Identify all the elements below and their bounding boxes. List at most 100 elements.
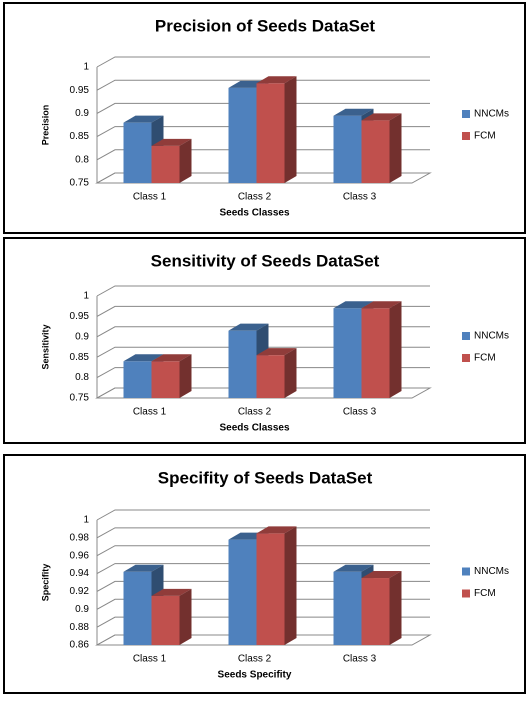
bar-front: [333, 115, 362, 183]
y-tick-label: 1: [83, 62, 89, 73]
grid-line: [96, 509, 430, 521]
y-tick-label: 0.95: [70, 311, 90, 322]
legend-swatch: [462, 132, 470, 140]
grid-line: [96, 563, 430, 575]
y-tick-label: 0.92: [70, 586, 90, 597]
bar-side: [179, 588, 192, 645]
x-tick-label: Class 2: [238, 654, 272, 665]
legend-label: FCM: [474, 131, 496, 142]
bar-top: [228, 323, 269, 331]
chart: Sensitivity of Seeds DataSet 0.75 0.8 0.85 0…: [3, 237, 526, 444]
bar-front: [151, 361, 180, 398]
bar-front: [228, 87, 257, 183]
y-tick-label: 0.94: [70, 568, 90, 579]
grid-line: [96, 367, 430, 379]
bar-top: [151, 138, 192, 146]
bar-front: [333, 308, 362, 398]
y-tick-label: 0.8: [75, 154, 89, 165]
bar-top: [256, 526, 297, 534]
bar-front: [333, 571, 362, 645]
chart: Precision of Seeds DataSet 0.75 0.8 0.85 0.9…: [3, 2, 526, 234]
bar-side: [284, 348, 297, 398]
bar-front: [256, 533, 285, 645]
legend-label: NNCMs: [474, 566, 509, 577]
grid-line: [96, 56, 430, 68]
bar-front: [151, 145, 180, 183]
bar-top: [361, 301, 402, 309]
y-axis-title: Specifity: [40, 564, 50, 602]
bar-side: [389, 113, 402, 183]
bar-top: [333, 108, 374, 116]
y-tick-label: 0.85: [70, 131, 90, 142]
grid-line: [96, 527, 430, 539]
bar-front: [361, 120, 390, 183]
y-axis-title: Precision: [40, 105, 50, 146]
x-tick-label: Class 1: [133, 192, 167, 203]
grid-line: [96, 285, 430, 297]
bar-side: [389, 301, 402, 398]
grid-line: [96, 545, 430, 557]
bar-front: [256, 83, 285, 183]
legend-swatch: [462, 354, 470, 362]
bar-top: [123, 354, 164, 362]
bar: [151, 588, 192, 645]
y-tick-label: 0.9: [75, 108, 89, 119]
bar: [228, 323, 269, 398]
bar-top: [123, 115, 164, 123]
grid-line: [96, 634, 430, 646]
y-tick-label: 0.95: [70, 85, 90, 96]
y-tick-label: 0.96: [70, 550, 90, 561]
bar: [361, 571, 402, 645]
chart-title: Precision of Seeds DataSet: [155, 16, 375, 35]
bar: [256, 526, 297, 645]
bar-front: [256, 355, 285, 398]
x-axis-title: Seeds Classes: [219, 208, 289, 219]
bar-side: [284, 526, 297, 645]
bar-front: [228, 330, 257, 398]
bar-top: [123, 564, 164, 572]
y-tick-label: 0.9: [75, 331, 89, 342]
legend-label: FCM: [474, 588, 496, 599]
x-tick-label: Class 2: [238, 407, 272, 418]
x-axis-title: Seeds Classes: [219, 423, 289, 434]
x-tick-label: Class 3: [343, 407, 377, 418]
bar: [256, 76, 297, 183]
bar: [361, 113, 402, 183]
chart: Specifity of Seeds DataSet 0.86 0.88 0.9 0.9…: [3, 454, 526, 694]
y-tick-label: 0.8: [75, 372, 89, 383]
bar-top: [256, 76, 297, 84]
x-axis-title: Seeds Specifity: [218, 670, 292, 681]
bar-front: [123, 122, 152, 183]
grid-line: [96, 305, 430, 317]
y-tick-label: 0.9: [75, 604, 89, 615]
bar-front: [228, 539, 257, 645]
bar-side: [179, 138, 192, 183]
bar-side: [179, 354, 192, 398]
legend-swatch: [462, 110, 470, 118]
bar-front: [361, 308, 390, 398]
grid-line: [96, 326, 430, 338]
bar-front: [123, 361, 152, 398]
bar-top: [361, 571, 402, 579]
grid-line: [96, 79, 430, 91]
bar-top: [361, 113, 402, 121]
grid-line: [96, 346, 430, 358]
bar-front: [123, 571, 152, 645]
grid-line: [96, 598, 430, 610]
bar-top: [333, 301, 374, 309]
grid-line: [96, 387, 430, 399]
bar: [361, 301, 402, 398]
grid-line: [96, 616, 430, 628]
bar-top: [151, 588, 192, 596]
y-tick-label: 0.88: [70, 622, 90, 633]
bar: [151, 138, 192, 183]
y-tick-label: 0.75: [70, 393, 90, 404]
x-tick-label: Class 3: [343, 192, 377, 203]
y-axis-title: Sensitivity: [40, 324, 50, 369]
bar-front: [151, 595, 180, 645]
y-tick-label: 0.86: [70, 640, 90, 651]
y-tick-label: 0.85: [70, 352, 90, 363]
bar: [256, 348, 297, 398]
chart-title: Sensitivity of Seeds DataSet: [151, 251, 380, 270]
y-tick-label: 0.75: [70, 178, 90, 189]
